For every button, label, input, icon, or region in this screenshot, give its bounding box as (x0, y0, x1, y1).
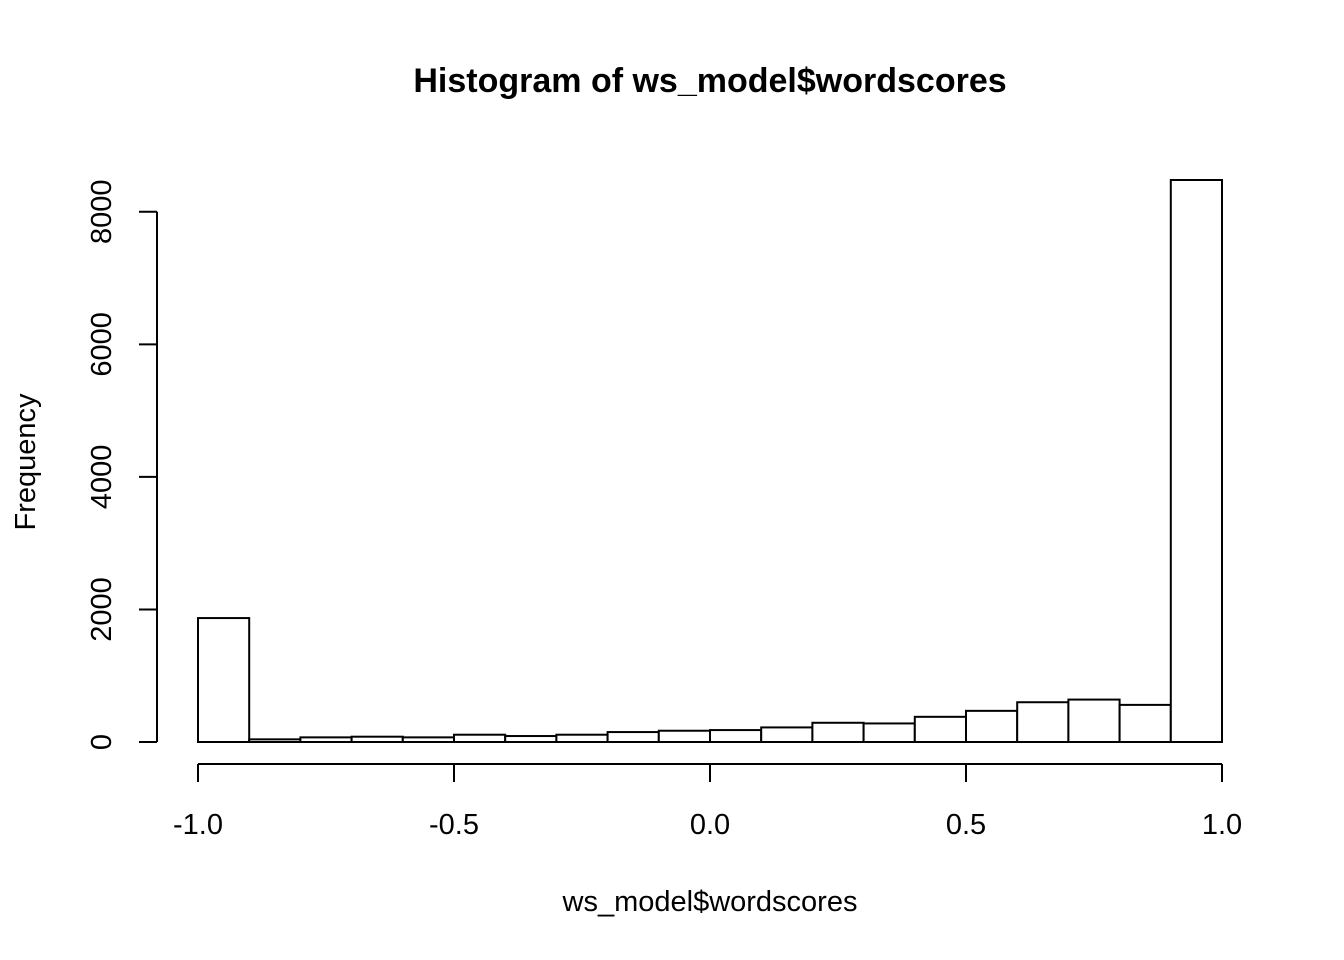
y-tick-label: 6000 (86, 312, 118, 377)
histogram-bar-14 (913, 715, 967, 744)
histogram-bar-11 (760, 726, 814, 743)
x-tick-label: 1.0 (1202, 809, 1242, 841)
histogram-bar-2 (299, 736, 353, 743)
x-axis-label: ws_model$wordscores (562, 886, 858, 918)
histogram-bar-6 (504, 735, 558, 744)
x-axis: -1.0 -0.5 0.0 0.5 1.0 (173, 763, 1242, 841)
bars-group (197, 179, 1224, 744)
histogram-bar-5 (453, 733, 507, 743)
y-axis-label: Frequency (10, 393, 42, 531)
x-tick-label: 0.0 (690, 809, 730, 841)
histogram-bar-0 (197, 617, 251, 744)
x-tick-label: -1.0 (173, 809, 223, 841)
y-tick-label: 8000 (86, 180, 118, 245)
histogram-bar-15 (965, 709, 1019, 744)
histogram-bar-1 (248, 738, 302, 744)
chart-title: Histogram of ws_model$wordscores (413, 62, 1006, 100)
y-tick-label: 4000 (86, 445, 118, 510)
histogram-bar-17 (1067, 698, 1121, 743)
histogram-bar-16 (1016, 701, 1070, 743)
histogram-bar-4 (401, 736, 455, 743)
x-tick-label: 0.5 (946, 809, 986, 841)
histogram-bar-3 (350, 735, 404, 744)
histogram-bar-10 (709, 729, 763, 743)
y-axis: 0 2000 4000 6000 8000 (86, 180, 158, 750)
histogram-bar-13 (862, 722, 916, 744)
histogram-bar-12 (811, 721, 865, 743)
histogram-bar-8 (606, 731, 660, 743)
histogram-bar-9 (657, 729, 711, 744)
y-tick-label: 2000 (86, 577, 118, 642)
histogram-bar-19 (1169, 179, 1224, 743)
histogram-bar-18 (1118, 703, 1172, 743)
histogram-bar-7 (555, 733, 609, 743)
y-tick-label: 0 (86, 734, 118, 750)
x-tick-label: -0.5 (429, 809, 479, 841)
